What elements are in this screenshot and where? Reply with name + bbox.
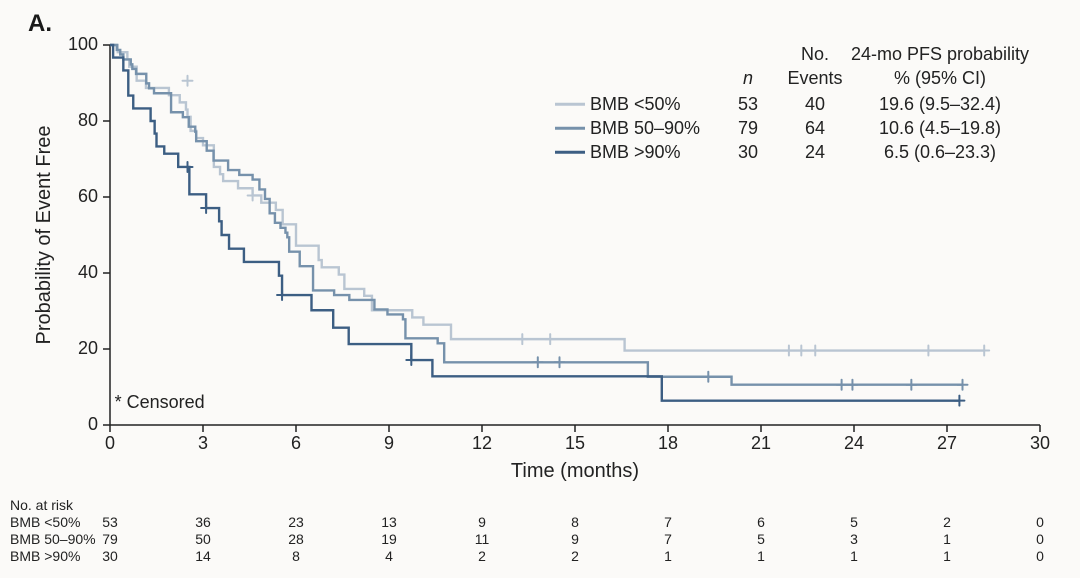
x-tick-label: 30	[1030, 433, 1050, 453]
risk-value: 1	[943, 531, 951, 547]
censor-mark	[923, 346, 933, 356]
risk-value: 0	[1036, 531, 1044, 547]
risk-value: 5	[757, 531, 765, 547]
censor-mark	[277, 290, 287, 300]
risk-value: 11	[475, 531, 490, 547]
censor-mark	[796, 346, 806, 356]
risk-value: 1	[664, 548, 672, 564]
censor-mark	[958, 380, 968, 390]
legend-n: 30	[738, 142, 758, 162]
risk-value: 36	[195, 514, 211, 530]
risk-value: 79	[102, 531, 118, 547]
risk-value: 13	[381, 514, 397, 530]
y-tick-label: 100	[68, 34, 98, 54]
risk-row-label: BMB <50%	[10, 514, 80, 530]
risk-value: 19	[381, 531, 397, 547]
risk-value: 7	[664, 514, 672, 530]
legend-pfs: 19.6 (9.5–32.4)	[879, 94, 1001, 114]
censor-mark	[183, 162, 193, 172]
legend-n: 53	[738, 94, 758, 114]
legend-header-n: n	[743, 68, 753, 88]
censor-mark	[533, 357, 543, 367]
censor-mark	[954, 396, 964, 406]
legend-header-pfs-top: 24-mo PFS probability	[851, 44, 1029, 64]
censor-mark	[810, 346, 820, 356]
y-tick-label: 0	[88, 414, 98, 434]
x-tick-label: 0	[105, 433, 115, 453]
censor-mark	[837, 380, 847, 390]
censor-mark	[784, 346, 794, 356]
risk-value: 2	[943, 514, 951, 530]
censor-mark	[545, 334, 555, 344]
censored-note: * Censored	[115, 392, 205, 412]
censor-mark	[517, 334, 527, 344]
risk-row-label: BMB 50–90%	[10, 531, 96, 547]
risk-value: 14	[195, 548, 211, 564]
risk-value: 4	[385, 548, 393, 564]
risk-value: 1	[943, 548, 951, 564]
legend-label: BMB 50–90%	[590, 118, 700, 138]
x-tick-label: 12	[472, 433, 492, 453]
x-axis-title: Time (months)	[511, 460, 639, 482]
risk-value: 2	[478, 548, 486, 564]
x-tick-label: 27	[937, 433, 957, 453]
risk-value: 8	[571, 514, 579, 530]
risk-value: 8	[292, 548, 300, 564]
risk-value: 9	[571, 531, 579, 547]
x-tick-label: 15	[565, 433, 585, 453]
censor-mark	[201, 203, 211, 213]
x-tick-label: 21	[751, 433, 771, 453]
risk-value: 1	[757, 548, 765, 564]
km-line-bmb_50_90	[110, 45, 963, 385]
km-line-bmb_lt50	[110, 45, 984, 351]
legend-pfs: 6.5 (0.6–23.3)	[884, 142, 996, 162]
x-tick-label: 18	[658, 433, 678, 453]
risk-title: No. at risk	[10, 497, 74, 513]
legend-header-pfs-bot: % (95% CI)	[894, 68, 986, 88]
censor-mark	[979, 346, 989, 356]
legend-events: 24	[805, 142, 825, 162]
legend-n: 79	[738, 118, 758, 138]
censor-mark	[183, 76, 193, 86]
y-tick-label: 60	[78, 186, 98, 206]
legend-label: BMB >90%	[590, 142, 681, 162]
y-tick-label: 40	[78, 262, 98, 282]
km-line-bmb_gt90	[110, 45, 959, 401]
censor-mark	[906, 380, 916, 390]
censor-mark	[555, 357, 565, 367]
x-tick-label: 3	[198, 433, 208, 453]
legend-label: BMB <50%	[590, 94, 681, 114]
legend-header-events-bot: Events	[787, 68, 842, 88]
censor-mark	[406, 355, 416, 365]
risk-value: 6	[757, 514, 765, 530]
legend-pfs: 10.6 (4.5–19.8)	[879, 118, 1001, 138]
y-axis-title: Probability of Event Free	[33, 126, 55, 345]
censor-mark	[847, 380, 857, 390]
censor-mark	[703, 372, 713, 382]
risk-value: 3	[850, 531, 858, 547]
risk-value: 2	[571, 548, 579, 564]
censor-mark	[248, 190, 258, 200]
x-tick-label: 9	[384, 433, 394, 453]
risk-value: 5	[850, 514, 858, 530]
risk-value: 7	[664, 531, 672, 547]
y-tick-label: 20	[78, 338, 98, 358]
y-tick-label: 80	[78, 110, 98, 130]
x-tick-label: 6	[291, 433, 301, 453]
risk-value: 1	[850, 548, 858, 564]
risk-row-label: BMB >90%	[10, 548, 80, 564]
legend-events: 40	[805, 94, 825, 114]
km-chart: 036912151821242730020406080100Time (mont…	[0, 0, 1080, 578]
risk-value: 28	[288, 531, 304, 547]
risk-value: 0	[1036, 514, 1044, 530]
risk-value: 30	[102, 548, 118, 564]
risk-value: 23	[288, 514, 304, 530]
x-tick-label: 24	[844, 433, 864, 453]
risk-value: 9	[478, 514, 486, 530]
risk-value: 0	[1036, 548, 1044, 564]
risk-value: 53	[102, 514, 118, 530]
risk-value: 50	[195, 531, 211, 547]
legend-events: 64	[805, 118, 825, 138]
legend-header-events-top: No.	[801, 44, 829, 64]
